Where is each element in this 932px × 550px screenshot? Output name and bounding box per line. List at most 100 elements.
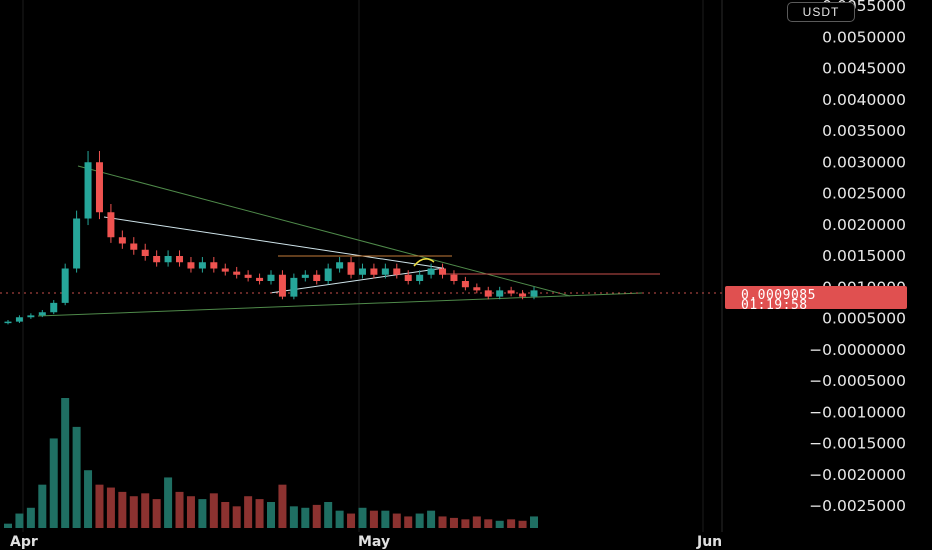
inner-upper-line bbox=[103, 216, 443, 269]
volume-bar bbox=[38, 484, 47, 528]
candle-body bbox=[347, 262, 355, 275]
candle-body bbox=[38, 312, 46, 316]
volume-bar bbox=[118, 491, 127, 528]
y-tick-label: 0.0005000 bbox=[822, 310, 906, 328]
candle-body bbox=[233, 271, 241, 275]
volume-bar bbox=[106, 487, 115, 528]
candle-body bbox=[507, 290, 515, 294]
volume-bar bbox=[518, 520, 527, 528]
volume-bar bbox=[472, 516, 481, 528]
volume-bar bbox=[175, 491, 184, 528]
y-tick-label: 0.0030000 bbox=[822, 153, 906, 171]
candle-body bbox=[4, 321, 12, 324]
volume-bar bbox=[141, 493, 150, 528]
volume-bar bbox=[484, 519, 493, 528]
volume-bar bbox=[15, 513, 24, 528]
volume-bar bbox=[415, 513, 424, 528]
candle-body bbox=[244, 274, 252, 278]
candle-body bbox=[118, 237, 126, 244]
candle-body bbox=[427, 268, 435, 275]
volume-bar bbox=[4, 523, 12, 528]
candle-body bbox=[164, 256, 172, 263]
x-tick-label: Jun bbox=[696, 534, 722, 550]
candle-body bbox=[313, 274, 321, 281]
volume-bar bbox=[244, 496, 253, 528]
volume-bar bbox=[381, 510, 390, 528]
candle-body bbox=[153, 256, 161, 263]
candle-body bbox=[370, 268, 378, 275]
volume-bar bbox=[438, 516, 447, 528]
candle-body bbox=[324, 268, 332, 281]
x-axis: Apr May Jun bbox=[10, 534, 722, 550]
y-tick-label: 0.0025000 bbox=[822, 185, 906, 203]
candle-body bbox=[198, 262, 206, 269]
candle-body bbox=[530, 290, 538, 297]
candle-body bbox=[519, 293, 527, 297]
volume-bar bbox=[278, 484, 287, 528]
volume-bar bbox=[427, 510, 436, 528]
candle-body bbox=[61, 268, 69, 303]
volume-bars bbox=[4, 398, 538, 528]
grid bbox=[22, 0, 723, 532]
volume-bar bbox=[152, 499, 161, 528]
upper-triangle-line bbox=[77, 165, 571, 297]
volume-bar bbox=[49, 438, 58, 528]
candle-body bbox=[381, 268, 389, 275]
volume-bar bbox=[26, 507, 35, 528]
volume-bar bbox=[61, 398, 70, 528]
volume-bar bbox=[449, 517, 458, 528]
candle-body bbox=[210, 262, 218, 269]
current-price-label: 0.0009085 bbox=[741, 288, 816, 303]
volume-bar bbox=[335, 510, 344, 528]
volume-bar bbox=[232, 506, 241, 528]
candle-body bbox=[473, 287, 481, 291]
volume-bar bbox=[95, 484, 104, 528]
quote-unit-badge[interactable]: USDT bbox=[787, 2, 855, 22]
candle-body bbox=[404, 274, 412, 281]
volume-bar bbox=[369, 510, 378, 528]
y-tick-label: −0.0015000 bbox=[809, 435, 906, 453]
y-tick-label: −0.0005000 bbox=[809, 372, 906, 390]
candle-body bbox=[450, 274, 458, 281]
volume-bar bbox=[404, 516, 413, 528]
y-tick-label: 0.0040000 bbox=[822, 91, 906, 109]
candle-body bbox=[267, 274, 275, 281]
current-price-badge: 0.0009085 01:19:58 bbox=[725, 286, 907, 312]
candle-body bbox=[290, 277, 298, 297]
volume-bar bbox=[530, 516, 538, 528]
y-tick-label: 0.0045000 bbox=[822, 60, 906, 78]
candlesticks bbox=[4, 151, 538, 325]
candle-body bbox=[278, 274, 286, 297]
candle-body bbox=[107, 212, 115, 238]
candle-body bbox=[336, 262, 344, 269]
volume-bar bbox=[72, 426, 81, 528]
volume-bar bbox=[164, 477, 173, 528]
candle-body bbox=[358, 268, 366, 275]
volume-bar bbox=[347, 513, 356, 528]
volume-bar bbox=[198, 499, 207, 528]
volume-bar bbox=[301, 507, 310, 528]
candle-body bbox=[256, 277, 264, 281]
inner-lower-line bbox=[269, 267, 445, 294]
candle-body bbox=[484, 290, 492, 297]
candle-body bbox=[439, 268, 447, 275]
y-tick-label: 0.0050000 bbox=[822, 28, 906, 46]
candle-body bbox=[176, 256, 184, 263]
volume-bar bbox=[507, 519, 516, 528]
volume-bar bbox=[461, 519, 470, 528]
y-tick-label: −0.0000000 bbox=[809, 341, 906, 359]
volume-bar bbox=[129, 496, 138, 528]
volume-bar bbox=[186, 496, 195, 528]
trendlines bbox=[0, 165, 722, 317]
candle-body bbox=[50, 302, 58, 313]
highlight-arc bbox=[413, 258, 435, 267]
candle-body bbox=[416, 274, 424, 281]
volume-bar bbox=[358, 507, 367, 528]
candle-body bbox=[496, 290, 504, 297]
y-tick-label: 0.0020000 bbox=[822, 216, 906, 234]
candle-body bbox=[84, 162, 92, 219]
candle-body bbox=[95, 162, 103, 213]
candle-body bbox=[301, 274, 309, 278]
x-tick-label: May bbox=[358, 534, 390, 550]
